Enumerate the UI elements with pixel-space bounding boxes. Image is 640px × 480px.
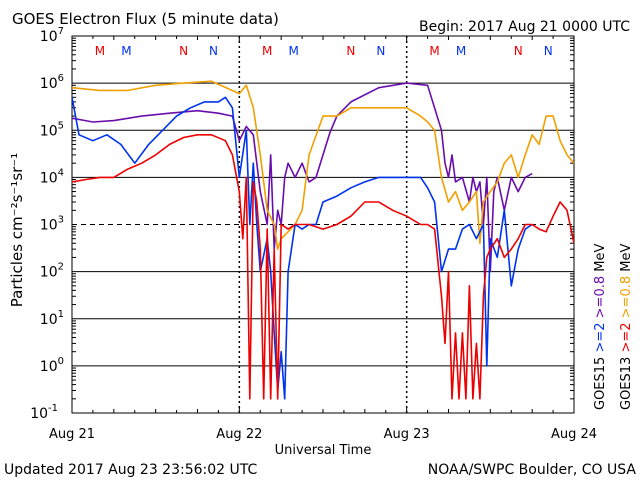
x-axis-ticks: Aug 21 Aug 22 Aug 23 Aug 24 [49, 427, 597, 442]
mn-marker: M [456, 44, 466, 58]
y-tick-label: 100 [40, 356, 64, 375]
y-axis-label: Particles cm⁻²s⁻¹sr⁻¹ [8, 153, 26, 307]
y-tick-label: 104 [40, 167, 64, 186]
y-tick-label: 107 [40, 26, 64, 45]
legend: GOES15 >=2 >=0.8 MeV GOES13 >=2 >=0.8 MeV [593, 244, 634, 410]
mn-marker: M [262, 44, 272, 58]
x-tick-label: Aug 24 [551, 427, 597, 442]
legend-entry: GOES15 >=2 >=0.8 MeV [593, 244, 608, 410]
x-tick-label: Aug 23 [384, 427, 430, 442]
updated-label: Updated 2017 Aug 23 23:56:02 UTC [4, 462, 257, 478]
series-line-goes15_gt08 [72, 82, 533, 273]
x-axis-label: Universal Time [275, 443, 372, 458]
series-layer [72, 80, 574, 400]
mn-marker: M [121, 44, 131, 58]
y-tick-label: 102 [40, 262, 64, 281]
mn-marker: N [514, 44, 523, 58]
legend-entry: GOES13 >=2 >=0.8 MeV [619, 244, 634, 410]
mn-marker: N [376, 44, 385, 58]
grid-layer [71, 36, 575, 413]
credit-label: NOAA/SWPC Boulder, CO USA [428, 462, 637, 478]
series-line-goes13_gt08 [72, 80, 574, 250]
mn-marker: N [179, 44, 188, 58]
mn-marker: M [429, 44, 439, 58]
mn-marker: N [544, 44, 553, 58]
mn-marker: M [289, 44, 299, 58]
series-line-goes13_gt2 [72, 134, 574, 400]
y-tick-label: 106 [40, 73, 64, 92]
y-tick-label: 105 [40, 120, 64, 139]
begin-label: Begin: 2017 Aug 21 0000 UTC [419, 19, 630, 35]
y-tick-label: 101 [40, 309, 64, 328]
y-tick-label: 103 [40, 215, 64, 234]
y-axis-ticks: 107 106 105 104 103 102 101 100 10-1 [30, 26, 64, 422]
x-tick-label: Aug 22 [216, 427, 262, 442]
x-tick-label: Aug 21 [49, 427, 95, 442]
mn-marker: M [95, 44, 105, 58]
y-tick-label: 10-1 [30, 403, 58, 422]
mn-marker: N [209, 44, 218, 58]
mn-marker: N [346, 44, 355, 58]
series-line-goes15_gt2 [72, 96, 533, 400]
chart-title: GOES Electron Flux (5 minute data) [12, 10, 279, 28]
